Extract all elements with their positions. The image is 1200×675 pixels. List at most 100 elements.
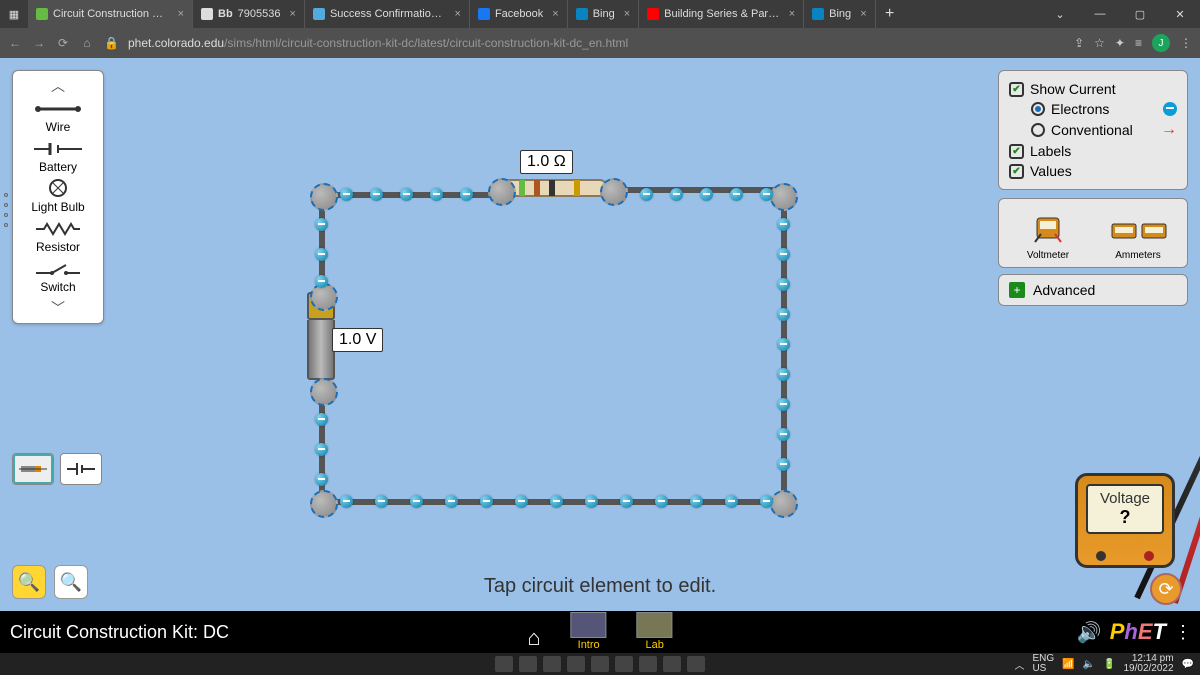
schematic-view-button[interactable] bbox=[60, 453, 102, 485]
phet-logo[interactable]: PhET bbox=[1110, 619, 1166, 645]
battery-icon[interactable]: 🔋 bbox=[1103, 659, 1115, 670]
clock[interactable]: 12:14 pm19/02/2022 bbox=[1123, 654, 1173, 674]
volume-icon[interactable]: 🔈 bbox=[1083, 659, 1095, 670]
circuit-node[interactable] bbox=[770, 183, 798, 211]
close-icon[interactable]: × bbox=[178, 8, 184, 20]
electron-icon bbox=[315, 443, 328, 456]
sim-bottom-bar: Circuit Construction Kit: DC ⌂ Intro Lab… bbox=[0, 611, 1200, 653]
notifications-icon[interactable]: 💬 bbox=[1182, 659, 1194, 670]
browser-tab[interactable]: Bing× bbox=[804, 0, 875, 28]
taskbar-app-icon[interactable] bbox=[567, 656, 585, 672]
minimize-button[interactable]: — bbox=[1080, 0, 1120, 28]
taskbar-app-icon[interactable] bbox=[519, 656, 537, 672]
taskbar-app-icon[interactable] bbox=[495, 656, 513, 672]
simulation-area: ︿ WireBatteryLight BulbResistorSwitch ﹀ … bbox=[0, 58, 1200, 653]
electron-icon bbox=[700, 188, 713, 201]
electrons-radio[interactable]: Electrons bbox=[1009, 99, 1177, 119]
realistic-view-button[interactable] bbox=[12, 453, 54, 485]
reading-list-icon[interactable]: ≡ bbox=[1135, 36, 1142, 50]
ammeter-tool[interactable]: Ammeters bbox=[1095, 205, 1181, 261]
toolbox-down-arrow[interactable]: ﹀ bbox=[13, 297, 103, 319]
voltmeter-reading: ? bbox=[1092, 507, 1158, 528]
advanced-panel[interactable]: + Advanced bbox=[998, 274, 1188, 306]
share-icon[interactable]: ⇪ bbox=[1074, 36, 1084, 50]
home-icon[interactable]: ⌂ bbox=[80, 36, 94, 50]
sound-icon[interactable]: 🔊 bbox=[1077, 620, 1102, 645]
taskbar-app-icon[interactable] bbox=[663, 656, 681, 672]
reload-button[interactable]: ⟳ bbox=[56, 36, 70, 50]
close-icon[interactable]: × bbox=[789, 8, 795, 20]
browser-tab-strip: ▦ Circuit Construction Kit: DC×Bb 790553… bbox=[0, 0, 1200, 28]
zoom-in-button[interactable]: 🔍 bbox=[54, 565, 88, 599]
close-icon[interactable]: × bbox=[860, 8, 866, 20]
wifi-icon[interactable]: 📶 bbox=[1062, 659, 1074, 670]
toolbox-item-switch[interactable]: Switch bbox=[13, 257, 103, 297]
browser-tab[interactable]: Bing× bbox=[568, 0, 639, 28]
close-icon[interactable]: × bbox=[290, 8, 296, 20]
tray-chevron-icon[interactable]: ︿ bbox=[1014, 657, 1024, 672]
address-bar: ← → ⟳ ⌂ 🔒 phet.colorado.edu/sims/html/ci… bbox=[0, 28, 1200, 58]
circuit-node[interactable] bbox=[488, 178, 516, 206]
maximize-button[interactable]: ▢ bbox=[1120, 0, 1160, 28]
electron-icon bbox=[690, 495, 703, 508]
circuit-node[interactable] bbox=[310, 183, 338, 211]
electron-icon bbox=[375, 495, 388, 508]
taskbar-app-icon[interactable] bbox=[543, 656, 561, 672]
reset-button[interactable]: ⟳ bbox=[1150, 573, 1182, 605]
toolbox-item-wire[interactable]: Wire bbox=[13, 97, 103, 137]
wire-segment[interactable] bbox=[614, 187, 776, 193]
hint-text: Tap circuit element to edit. bbox=[484, 575, 716, 598]
taskbar-app-icon[interactable] bbox=[615, 656, 633, 672]
electron-icon bbox=[670, 188, 683, 201]
profile-avatar[interactable]: J bbox=[1152, 34, 1170, 52]
taskbar-app-icon[interactable] bbox=[687, 656, 705, 672]
close-icon[interactable]: × bbox=[624, 8, 630, 20]
circuit-node[interactable] bbox=[310, 378, 338, 406]
toolbox-item-resistor[interactable]: Resistor bbox=[13, 217, 103, 257]
voltmeter-tool[interactable]: Voltmeter bbox=[1005, 205, 1091, 261]
electron-icon bbox=[460, 188, 473, 201]
drawer-handle[interactable] bbox=[4, 193, 8, 227]
taskbar-app-icon[interactable] bbox=[591, 656, 609, 672]
lab-mode-button[interactable]: Lab bbox=[637, 612, 673, 651]
close-icon[interactable]: × bbox=[455, 8, 461, 20]
labels-checkbox[interactable]: ✔Labels bbox=[1009, 141, 1177, 161]
electron-icon bbox=[315, 248, 328, 261]
browser-tab[interactable]: Circuit Construction Kit: DC× bbox=[28, 0, 193, 28]
show-current-checkbox[interactable]: ✔Show Current bbox=[1009, 79, 1177, 99]
new-tab-button[interactable]: + bbox=[876, 5, 904, 23]
toolbox-up-arrow[interactable]: ︿ bbox=[13, 75, 103, 97]
browser-tab[interactable]: Building Series & Parallel Circ× bbox=[639, 0, 804, 28]
circuit-canvas[interactable]: 1.0 Ω 1.0 V bbox=[110, 68, 990, 573]
toolbox-item-battery[interactable]: Battery bbox=[13, 137, 103, 177]
chevron-down-icon[interactable]: ⌄ bbox=[1040, 0, 1080, 28]
electron-icon bbox=[640, 188, 653, 201]
display-options-panel: ✔Show Current Electrons Conventional→ ✔L… bbox=[998, 70, 1188, 190]
electron-icon bbox=[445, 495, 458, 508]
extension-icon[interactable]: ✦ bbox=[1115, 36, 1125, 50]
menu-icon[interactable]: ⋮ bbox=[1180, 36, 1192, 50]
browser-tab[interactable]: Bb 7905536× bbox=[193, 0, 305, 28]
browser-tab[interactable]: Facebook× bbox=[470, 0, 568, 28]
star-icon[interactable]: ☆ bbox=[1094, 36, 1105, 50]
taskbar-app-icon[interactable] bbox=[639, 656, 657, 672]
toolbox-item-light-bulb[interactable]: Light Bulb bbox=[13, 177, 103, 217]
url-field[interactable]: phet.colorado.edu/sims/html/circuit-cons… bbox=[128, 36, 1064, 50]
forward-button[interactable]: → bbox=[32, 36, 46, 50]
circuit-node[interactable] bbox=[770, 490, 798, 518]
values-checkbox[interactable]: ✔Values bbox=[1009, 161, 1177, 181]
close-button[interactable]: ✕ bbox=[1160, 0, 1200, 28]
sim-menu-icon[interactable]: ⋮ bbox=[1174, 622, 1190, 643]
electron-icon bbox=[515, 495, 528, 508]
electron-icon bbox=[777, 218, 790, 231]
circuit-node[interactable] bbox=[600, 178, 628, 206]
resistor-value-label: 1.0 Ω bbox=[520, 150, 573, 174]
intro-mode-button[interactable]: Intro bbox=[571, 612, 607, 651]
conventional-radio[interactable]: Conventional→ bbox=[1009, 119, 1177, 141]
home-button[interactable]: ⌂ bbox=[527, 625, 540, 651]
browser-tab[interactable]: Success Confirmation of Que…× bbox=[305, 0, 470, 28]
zoom-out-button[interactable]: 🔍 bbox=[12, 565, 46, 599]
circuit-node[interactable] bbox=[310, 490, 338, 518]
back-button[interactable]: ← bbox=[8, 36, 22, 50]
close-icon[interactable]: × bbox=[552, 8, 558, 20]
